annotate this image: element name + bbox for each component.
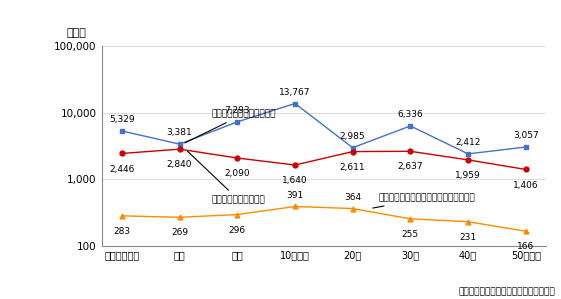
Text: 2,840: 2,840 — [167, 160, 192, 169]
Text: 231: 231 — [459, 233, 477, 242]
Text: （円）: （円） — [66, 28, 86, 38]
Text: 269: 269 — [171, 228, 188, 237]
Text: 2,611: 2,611 — [340, 163, 365, 172]
Text: 13,767: 13,767 — [279, 88, 311, 97]
Text: 2,446: 2,446 — [109, 164, 135, 174]
Text: 7,293: 7,293 — [224, 106, 250, 115]
Text: 364: 364 — [344, 193, 361, 202]
Text: 166: 166 — [517, 242, 535, 251]
Text: 1,640: 1,640 — [282, 176, 308, 185]
Text: 3,057: 3,057 — [513, 131, 539, 140]
Text: （出典）「ユビキタス財利用状況調査」: （出典）「ユビキタス財利用状況調査」 — [459, 287, 555, 296]
Text: 5,329: 5,329 — [109, 115, 135, 124]
Text: 6,336: 6,336 — [398, 110, 423, 119]
Text: 2,412: 2,412 — [456, 138, 481, 147]
Text: 平均通話料金（月額）: 平均通話料金（月額） — [187, 151, 265, 204]
Text: 1,406: 1,406 — [513, 181, 539, 190]
Text: 平均パケット料金（月額）: 平均パケット料金（月額） — [185, 110, 276, 143]
Text: 283: 283 — [113, 227, 130, 236]
Text: 3,381: 3,381 — [167, 128, 192, 137]
Text: 296: 296 — [229, 226, 246, 235]
Text: 1,959: 1,959 — [455, 171, 481, 180]
Text: 391: 391 — [286, 190, 304, 199]
Text: 2,090: 2,090 — [224, 169, 250, 178]
Text: 255: 255 — [402, 230, 419, 239]
Text: 平均有料コンテンツ配信利用料（月額）: 平均有料コンテンツ配信利用料（月額） — [373, 194, 475, 208]
Text: 2,637: 2,637 — [398, 162, 423, 171]
Text: 2,985: 2,985 — [340, 132, 365, 141]
